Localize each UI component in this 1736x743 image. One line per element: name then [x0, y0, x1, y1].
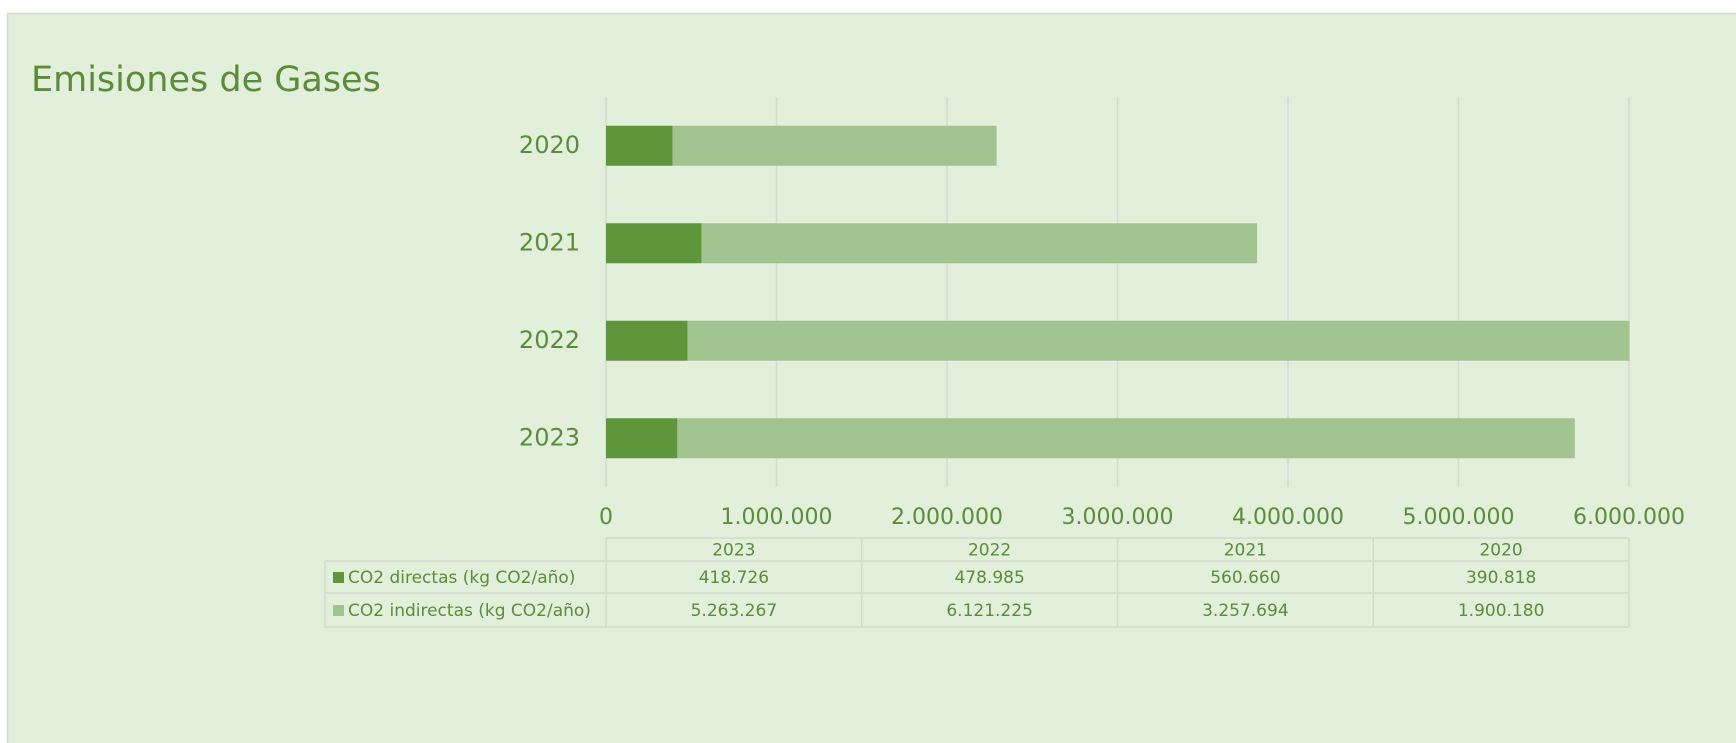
table-cell: 478.985 [954, 568, 1024, 588]
bar-segment [701, 223, 1258, 264]
table-cell: 6.121.225 [946, 601, 1033, 621]
x-tick-label: 1.000.000 [721, 505, 833, 530]
table-cell: 418.726 [699, 568, 769, 588]
table-header: 2020 [1479, 541, 1522, 561]
chart-title: Emisiones de Gases [31, 60, 381, 100]
bar-segment [677, 418, 1575, 459]
y-tick-label: 2020 [519, 131, 580, 159]
x-tick-label: 2.000.000 [891, 505, 1003, 530]
table-header: 2023 [712, 541, 755, 561]
x-tick-label: 6.000.000 [1573, 505, 1685, 530]
table-cell: 3.257.694 [1202, 601, 1289, 621]
bar-segment [672, 125, 997, 166]
x-tick-label: 5.000.000 [1403, 505, 1515, 530]
table-cell: 390.818 [1466, 568, 1536, 588]
bar-segment [606, 418, 678, 459]
y-tick-label: 2021 [519, 228, 580, 256]
table-cell: 560.660 [1210, 568, 1280, 588]
x-tick-label: 3.000.000 [1062, 505, 1174, 530]
y-tick-label: 2023 [519, 423, 580, 451]
table-header: 2022 [968, 541, 1011, 561]
y-tick-label: 2022 [519, 326, 580, 354]
legend-swatch [333, 572, 344, 583]
legend-label: CO2 indirectas (kg CO2/año) [348, 601, 591, 621]
table-cell: 5.263.267 [691, 601, 778, 621]
legend-label: CO2 directas (kg CO2/año) [348, 568, 575, 588]
bar-segment [606, 320, 688, 361]
x-tick-label: 0 [599, 505, 613, 530]
legend-swatch [333, 605, 344, 616]
bar-segment [687, 320, 1630, 361]
bar-segment [606, 223, 702, 264]
table-cell: 1.900.180 [1458, 601, 1545, 621]
chart-background [6, 12, 1736, 743]
table-header: 2021 [1224, 541, 1267, 561]
x-tick-label: 4.000.000 [1232, 505, 1344, 530]
bar-segment [606, 125, 673, 166]
